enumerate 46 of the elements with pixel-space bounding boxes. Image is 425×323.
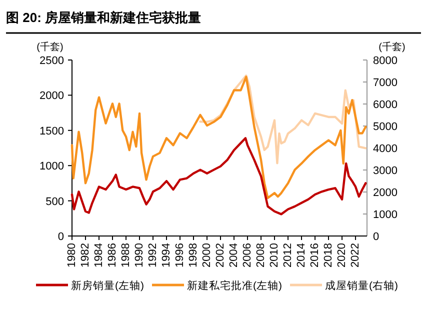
x-tick-label: 2018 (322, 243, 334, 268)
chart-title: 图 20: 房屋销量和新建住宅获批量 (6, 10, 202, 25)
y2-tick-label: 6000 (373, 99, 398, 111)
y2-tick-label: 2000 (373, 187, 398, 199)
x-tick-label: 2012 (282, 243, 294, 268)
y2-tick-label: 8000 (373, 55, 398, 67)
legend-label: 新建私宅批准(左轴) (187, 279, 282, 292)
line-series (70, 137, 367, 216)
legend-label: 成屋销量(右轴) (325, 279, 398, 292)
x-tick-label: 1992 (146, 243, 159, 268)
y2-tick-label: 7000 (373, 77, 398, 89)
y-tick-label: 500 (46, 196, 64, 208)
line-series (70, 76, 367, 200)
x-tick-label: 2004 (228, 243, 240, 268)
x-tick-label: 1996 (174, 243, 186, 268)
x-tick-label: 2006 (241, 243, 254, 268)
x-tick-label: 2008 (254, 243, 267, 268)
x-tick-label: 1988 (120, 243, 132, 268)
y-tick-label: 0 (58, 231, 64, 243)
x-tick-label: 1990 (133, 243, 146, 268)
y-axis-title: (千套) (36, 41, 64, 53)
line-series (199, 74, 367, 164)
x-tick-label: 1982 (79, 243, 92, 268)
x-tick-label: 2010 (268, 243, 280, 268)
y2-tick-label: 4000 (373, 143, 398, 155)
x-tick-label: 1980 (66, 243, 78, 268)
y-tick-label: 2000 (40, 90, 64, 102)
y2-tick-label: 1000 (373, 209, 398, 221)
y-tick-label: 1000 (40, 160, 64, 173)
x-tick-label: 1984 (92, 243, 105, 268)
y2-tick-label: 3000 (373, 165, 398, 177)
y-tick-label: 1500 (40, 125, 64, 138)
x-tick-label: 2022 (349, 243, 362, 268)
legend-label: 新房销量(左轴) (71, 279, 144, 292)
x-tick-label: 2000 (200, 243, 213, 268)
x-tick-label: 1986 (106, 243, 118, 268)
x-tick-label: 2014 (295, 243, 308, 268)
x-tick-label: 2020 (336, 243, 348, 268)
x-tick-label: 2016 (308, 243, 321, 268)
y2-axis-title: (千套) (378, 41, 406, 53)
x-tick-label: 2002 (214, 243, 226, 268)
y2-tick-label: 0 (373, 231, 380, 243)
x-tick-label: 1994 (160, 243, 172, 268)
y-tick-label: 2500 (40, 55, 64, 67)
x-tick-label: 1998 (187, 243, 200, 268)
y2-tick-label: 5000 (373, 121, 398, 133)
